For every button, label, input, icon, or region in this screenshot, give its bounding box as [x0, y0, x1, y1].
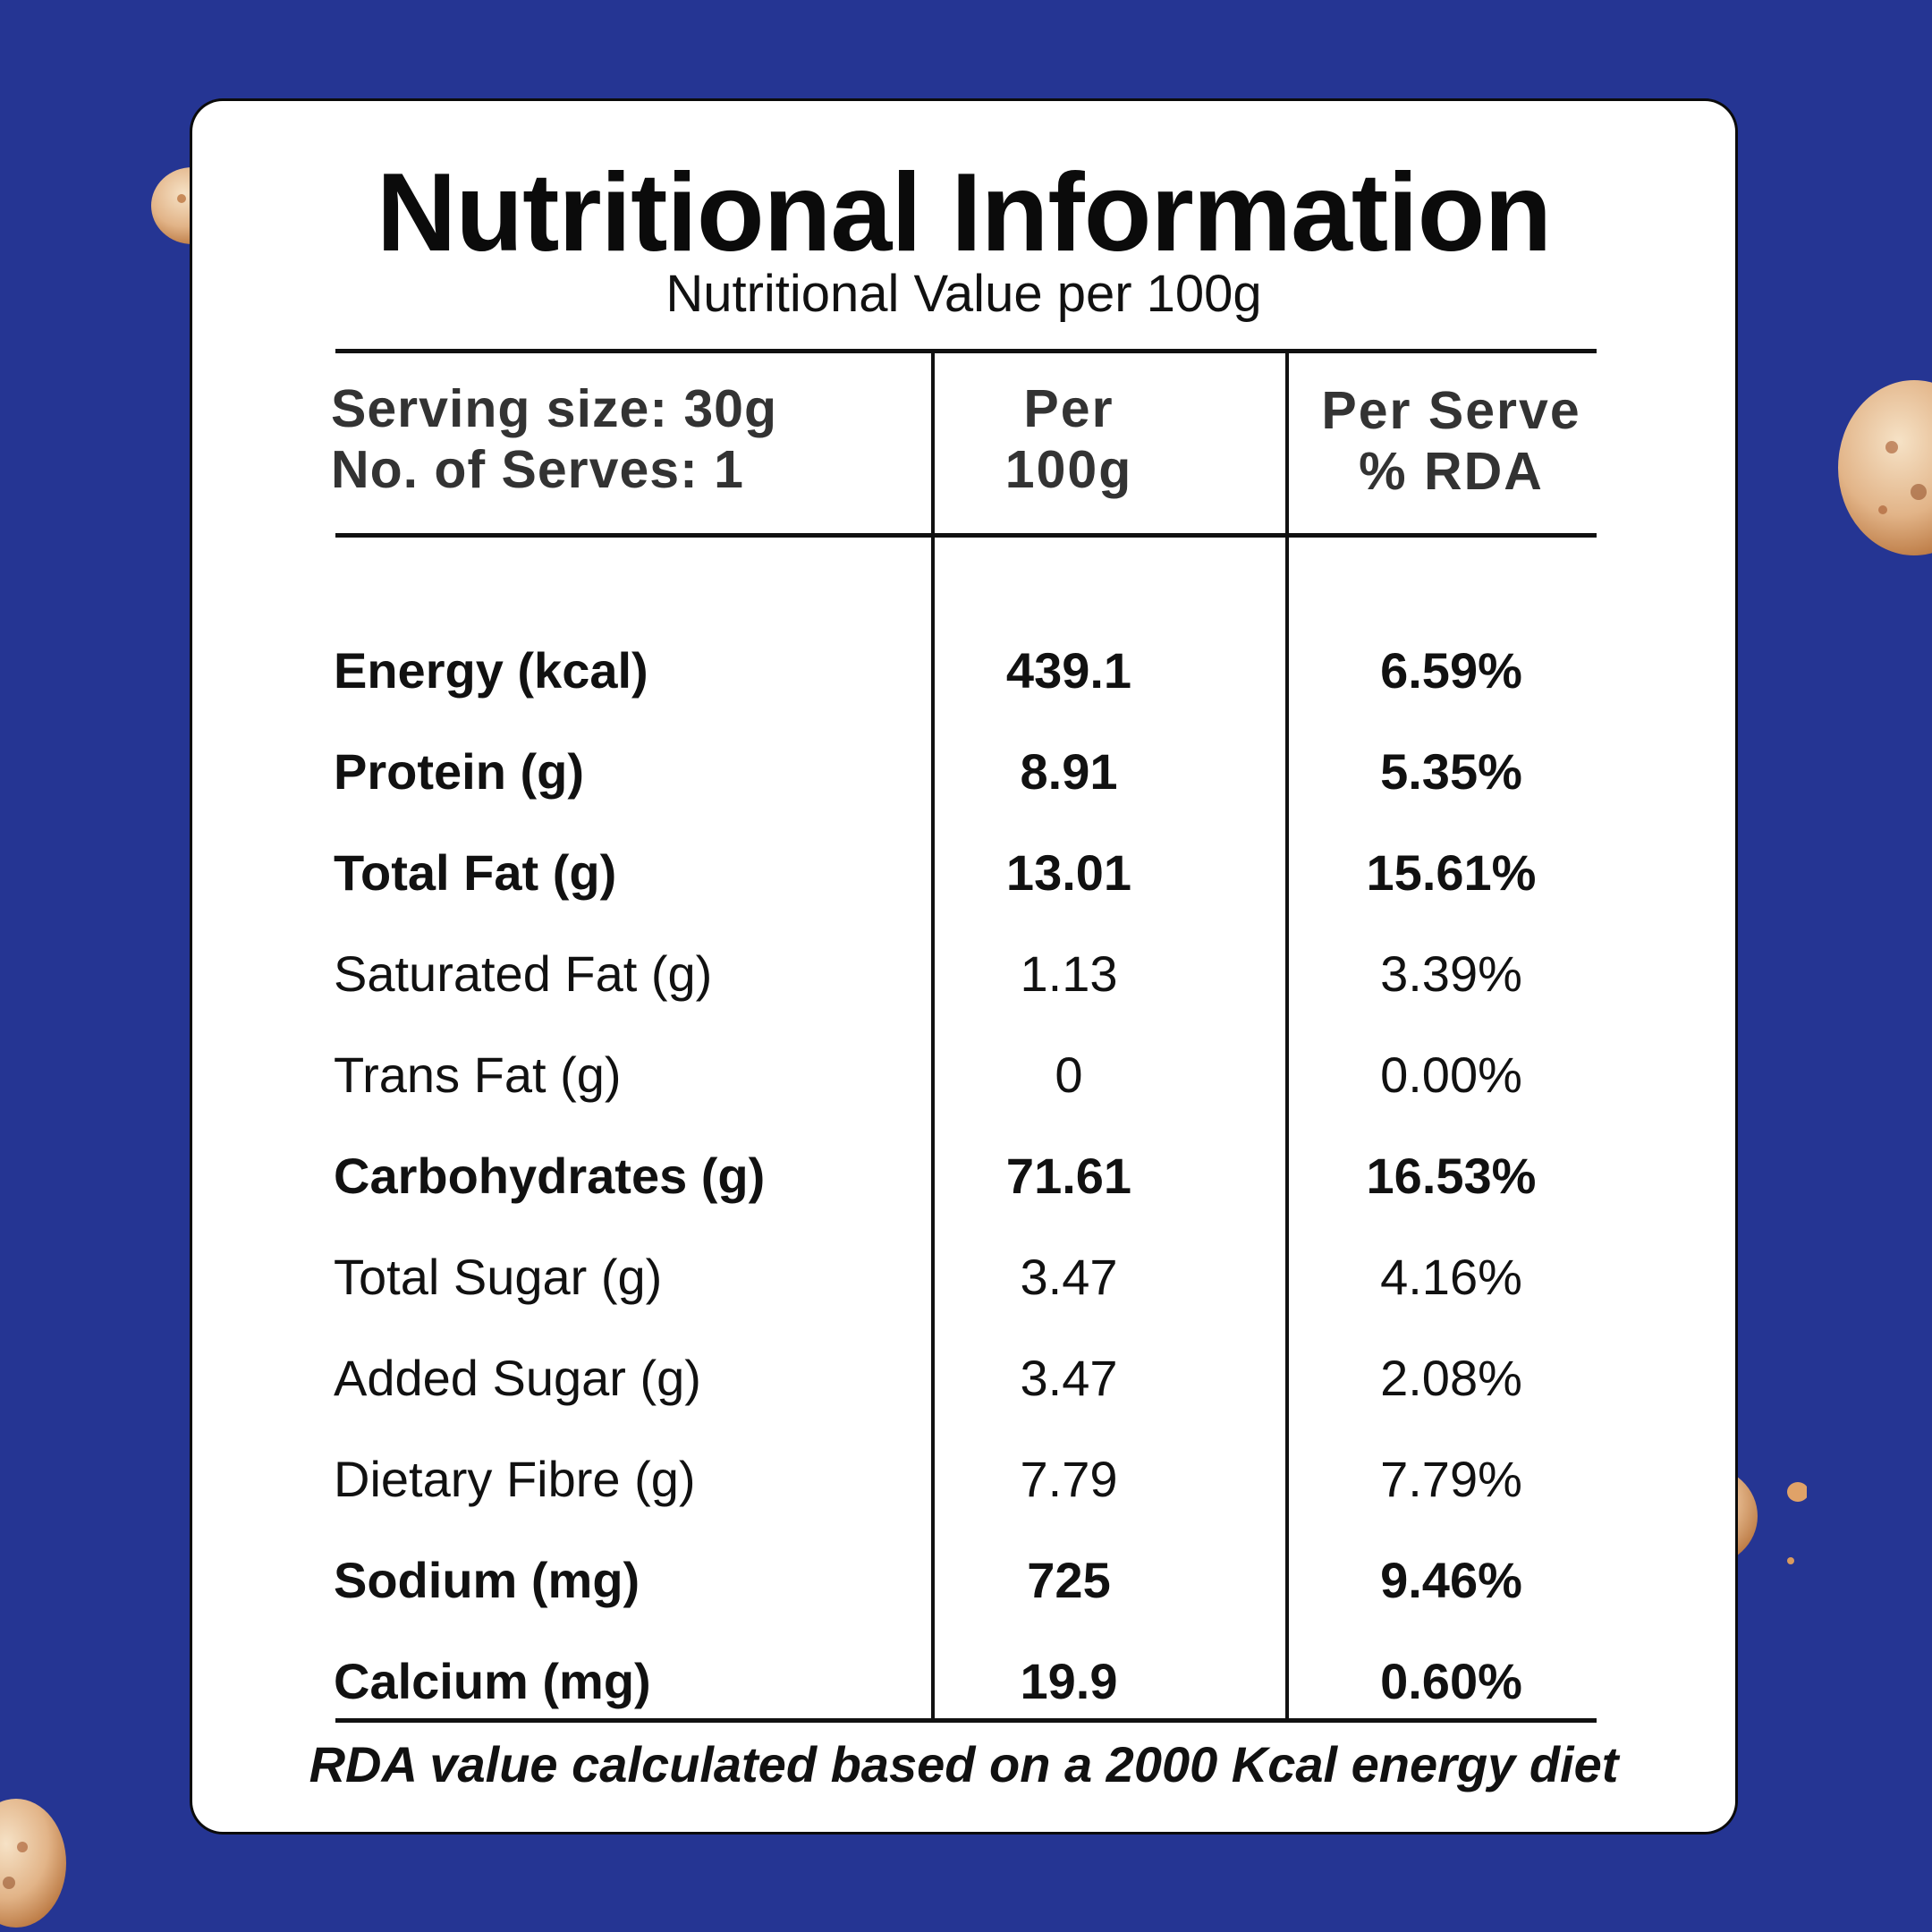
header-top-rule: [335, 349, 1597, 353]
per-100g-value: 71.61: [1005, 1148, 1132, 1204]
rda-value: 2.08%: [1380, 1350, 1522, 1406]
table-row: Added Sugar (g) 3.47 2.08%: [192, 1327, 1735, 1428]
table-row: Total Fat (g) 13.01 15.61%: [192, 822, 1735, 923]
rda-value: 4.16%: [1380, 1249, 1522, 1305]
nutrient-name: Total Fat (g): [334, 844, 617, 901]
nutrient-name: Saturated Fat (g): [334, 945, 713, 1002]
nutrient-name: Energy (kcal): [334, 642, 648, 699]
per-serve-line1: Per Serve: [1321, 381, 1581, 440]
rda-value: 3.39%: [1380, 945, 1522, 1002]
per-100g-value: 725: [1027, 1552, 1111, 1608]
nutrient-name: Protein (g): [334, 743, 584, 800]
table-row: Energy (kcal) 439.1 6.59%: [192, 620, 1735, 721]
nutrient-name: Sodium (mg): [334, 1552, 640, 1608]
nutrient-name: Trans Fat (g): [334, 1046, 622, 1103]
rda-value: 6.59%: [1380, 642, 1522, 699]
per-100g-value: 8.91: [1020, 743, 1118, 800]
card-subtitle: Nutritional Value per 100g: [665, 265, 1262, 323]
per-100g-value: 439.1: [1005, 642, 1132, 699]
rda-footnote: RDA value calculated based on a 2000 Kca…: [309, 1736, 1619, 1792]
header-bottom-rule: [335, 533, 1597, 538]
rda-value: 15.61%: [1366, 844, 1537, 901]
per-100g-value: 1.13: [1020, 945, 1118, 1002]
rda-value: 16.53%: [1366, 1148, 1537, 1204]
card-title: Nutritional Information: [376, 151, 1552, 275]
per-100g-value: 3.47: [1020, 1350, 1118, 1406]
number-of-serves: No. of Serves: 1: [331, 440, 744, 499]
per-serve-line2: % RDA: [1359, 442, 1544, 501]
table-row: Carbohydrates (g) 71.61 16.53%: [192, 1125, 1735, 1226]
per-100g-line2: 100g: [1004, 440, 1133, 499]
rda-value: 7.79%: [1380, 1451, 1522, 1507]
per-100g-line1: Per: [1023, 379, 1114, 438]
snack-piece-right: [1838, 380, 1932, 555]
column-divider-1: [931, 352, 935, 1720]
nutrient-name: Carbohydrates (g): [334, 1148, 766, 1204]
per-100g-value: 0: [1055, 1046, 1083, 1103]
per-100g-value: 7.79: [1020, 1451, 1118, 1507]
table-row: Dietary Fibre (g) 7.79 7.79%: [192, 1428, 1735, 1530]
table-row: Calcium (mg) 19.9 0.60%: [192, 1631, 1735, 1732]
per-100g-value: 19.9: [1020, 1653, 1118, 1709]
table-bottom-rule: [335, 1718, 1597, 1723]
per-100g-value: 13.01: [1005, 844, 1132, 901]
snack-piece-bottom-left: [0, 1799, 66, 1928]
rda-value: 0.00%: [1380, 1046, 1522, 1103]
column-header-per-100g: Per 100g: [935, 378, 1203, 500]
serving-info: Serving size: 30g No. of Serves: 1: [331, 378, 777, 500]
rda-value: 5.35%: [1380, 743, 1522, 800]
table-row: Trans Fat (g) 0 0.00%: [192, 1024, 1735, 1125]
table-row: Sodium (mg) 725 9.46%: [192, 1530, 1735, 1631]
table-row: Protein (g) 8.91 5.35%: [192, 721, 1735, 822]
per-100g-value: 3.47: [1020, 1249, 1118, 1305]
table-row: Saturated Fat (g) 1.13 3.39%: [192, 923, 1735, 1024]
nutrient-name: Calcium (mg): [334, 1653, 651, 1709]
nutrient-name: Dietary Fibre (g): [334, 1451, 696, 1507]
rda-value: 0.60%: [1380, 1653, 1522, 1709]
column-divider-2: [1285, 352, 1289, 1720]
column-header-per-serve-rda: Per Serve % RDA: [1301, 380, 1601, 502]
table-row: Total Sugar (g) 3.47 4.16%: [192, 1226, 1735, 1327]
nutrient-name: Total Sugar (g): [334, 1249, 663, 1305]
serving-size: Serving size: 30g: [331, 379, 778, 438]
nutrient-name: Added Sugar (g): [334, 1350, 701, 1406]
rda-value: 9.46%: [1380, 1552, 1522, 1608]
nutrition-card: Nutritional Information Nutritional Valu…: [192, 101, 1735, 1832]
